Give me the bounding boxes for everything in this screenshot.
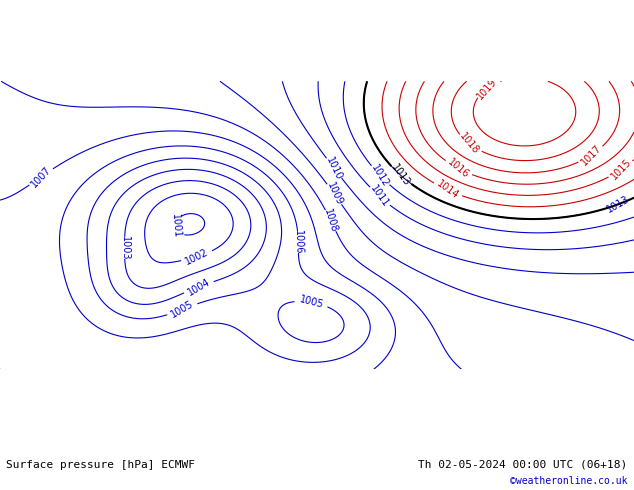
Text: 1019: 1019 <box>475 76 499 101</box>
Text: 1017: 1017 <box>579 143 604 167</box>
Text: 1018: 1018 <box>458 131 481 156</box>
Text: 1005: 1005 <box>299 294 325 310</box>
Text: 1002: 1002 <box>184 246 210 267</box>
Text: ©weatheronline.co.uk: ©weatheronline.co.uk <box>510 476 628 486</box>
Text: 1014: 1014 <box>434 179 460 201</box>
Text: 1013: 1013 <box>389 163 412 188</box>
Text: 1007: 1007 <box>29 165 53 189</box>
Text: 1008: 1008 <box>322 207 339 234</box>
Text: 1012: 1012 <box>370 162 391 189</box>
Text: 1009: 1009 <box>325 181 344 207</box>
Text: 1001: 1001 <box>169 214 181 239</box>
Text: Th 02-05-2024 00:00 UTC (06+18): Th 02-05-2024 00:00 UTC (06+18) <box>418 460 628 469</box>
Text: 1010: 1010 <box>324 155 344 181</box>
Text: 1016: 1016 <box>445 157 470 180</box>
Text: Surface pressure [hPa] ECMWF: Surface pressure [hPa] ECMWF <box>6 460 195 469</box>
Text: 1015: 1015 <box>609 157 633 182</box>
Text: 1004: 1004 <box>186 276 212 297</box>
Text: 1011: 1011 <box>368 184 391 209</box>
Text: 1005: 1005 <box>169 299 195 320</box>
Text: 1006: 1006 <box>293 230 304 254</box>
Text: 1013: 1013 <box>605 194 631 215</box>
Text: 1003: 1003 <box>119 236 129 260</box>
